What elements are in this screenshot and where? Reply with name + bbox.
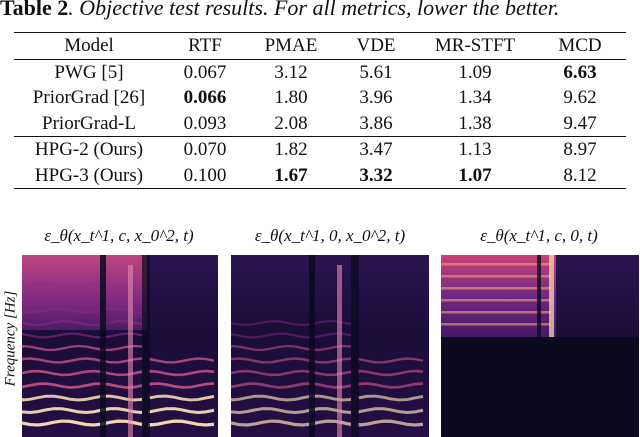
table-cell: 3.86 [359,112,393,134]
table-cell: 1.09 [458,61,492,83]
table-cell: 1.67 [274,164,308,186]
table-row: PWG [5] 0.067 3.12 5.61 1.09 6.63 [14,59,626,85]
header-pmae: PMAE [264,35,318,56]
table-cell: HPG-2 (Ours) [34,139,144,160]
table-cell: HPG-3 (Ours) [34,164,144,186]
table-cell: 1.07 [458,164,492,186]
table-cell: 0.067 [183,61,227,83]
table-caption-text: . Objective test results. For all metric… [68,0,560,20]
table-cell: 8.12 [563,164,597,186]
header-rtf: RTF [188,35,222,56]
table-header-row: Model RTF PMAE VDE MR-STFT MCD [14,32,626,59]
table-cell: 8.97 [563,139,597,160]
spectrogram-title-3: ε_θ(x_t^1, c, 0, t) [480,226,598,245]
table-cell: 3.47 [359,139,393,160]
table-cell: 0.066 [183,87,227,108]
y-axis-label: Frequency [Hz] [2,290,19,387]
table-row: HPG-2 (Ours) 0.070 1.82 3.47 1.13 8.97 [14,136,626,163]
table-cell: 6.63 [563,61,597,83]
table-cell: 3.12 [274,61,308,83]
table-row: PriorGrad-L 0.093 2.08 3.86 1.38 9.47 [14,111,626,137]
table-cell: 5.61 [359,61,393,83]
table-caption: Table 2. Objective test results. For all… [0,0,640,22]
spectrogram-2 [231,255,429,437]
table-cell: 9.47 [563,112,597,134]
spectrogram-title-1: ε_θ(x_t^1, c, x_0^2, t) [44,226,194,245]
header-mr-stft: MR-STFT [434,35,516,56]
header-mcd: MCD [558,35,602,56]
table-cell: 3.96 [359,87,393,108]
table-cell: 1.13 [458,139,492,160]
header-model: Model [64,35,114,56]
table-cell: 1.34 [458,87,492,108]
table-cell: 0.093 [183,112,227,134]
results-table: Model RTF PMAE VDE MR-STFT MCD PWG [5] 0… [14,32,626,189]
table-cell: 1.80 [274,87,308,108]
header-vde: VDE [356,35,396,56]
spectrogram-title-2: ε_θ(x_t^1, 0, x_0^2, t) [254,226,406,245]
table-cell: 0.100 [183,164,227,186]
table-cell: PriorGrad-L [42,112,136,134]
table-cell: 3.32 [359,164,393,186]
table-cell: 1.82 [274,139,308,160]
table-cell: PWG [5] [54,61,124,83]
spectrogram-1 [22,255,218,437]
spectrogram-3 [441,255,639,437]
table-label: Table 2 [0,0,69,20]
table-row: PriorGrad [26] 0.066 1.80 3.96 1.34 9.62 [14,85,626,111]
table-cell: 2.08 [274,112,308,134]
table-cell: PriorGrad [26] [32,87,146,108]
table-row: HPG-3 (Ours) 0.100 1.67 3.32 1.07 8.12 [14,163,626,189]
table-cell: 9.62 [563,87,597,108]
table-cell: 0.070 [183,139,227,160]
table-cell: 1.38 [458,112,492,134]
